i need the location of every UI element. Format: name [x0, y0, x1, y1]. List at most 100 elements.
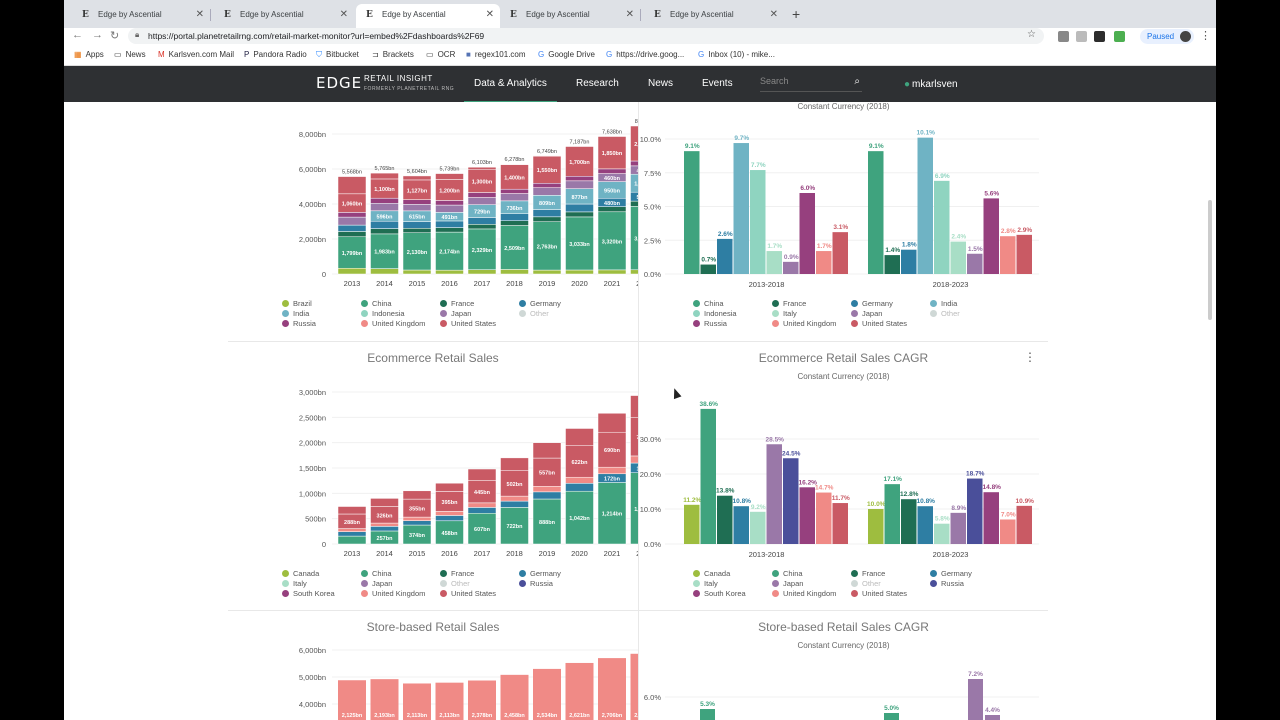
legend-item[interactable]: United Kingdom: [772, 319, 836, 328]
bookmark-ocr[interactable]: ▭ OCR: [426, 50, 456, 59]
bar-segment[interactable]: [630, 462, 639, 473]
bar-segment[interactable]: [402, 175, 432, 181]
bar[interactable]: [500, 674, 529, 720]
bar-segment[interactable]: [500, 495, 529, 502]
close-icon[interactable]: ✕: [339, 9, 348, 20]
bookmark-brackets[interactable]: ⊐ Brackets: [372, 50, 414, 59]
browser-menu-icon[interactable]: ⋮: [1200, 30, 1211, 42]
bar-segment[interactable]: [500, 193, 529, 202]
bar[interactable]: [684, 151, 700, 274]
bar-segment[interactable]: [565, 146, 594, 177]
legend-item[interactable]: Italy: [693, 579, 718, 588]
bar-segment[interactable]: [467, 224, 497, 230]
bar[interactable]: [733, 506, 750, 544]
bar-segment[interactable]: [337, 231, 367, 238]
legend-item[interactable]: South Korea: [693, 589, 746, 598]
bar-segment[interactable]: [597, 168, 627, 174]
bar-segment[interactable]: [435, 482, 464, 492]
bar-segment[interactable]: [532, 209, 562, 218]
bar[interactable]: [533, 668, 561, 720]
legend-item[interactable]: Indonesia: [693, 309, 737, 318]
new-tab-icon[interactable]: +: [792, 6, 801, 22]
bar[interactable]: [435, 682, 464, 720]
bar[interactable]: [468, 680, 496, 720]
bar-segment[interactable]: [565, 180, 594, 189]
bar-segment[interactable]: [597, 269, 627, 275]
bookmark-news[interactable]: ▭ News: [114, 50, 146, 59]
bar-segment[interactable]: [467, 192, 497, 198]
bar[interactable]: [766, 444, 783, 544]
legend-item[interactable]: China: [693, 299, 724, 308]
bar-segment[interactable]: [565, 483, 594, 492]
bar-segment[interactable]: [597, 466, 627, 475]
bar[interactable]: [934, 180, 950, 274]
bar[interactable]: [750, 170, 766, 274]
legend-item[interactable]: China: [361, 569, 392, 578]
bar-segment[interactable]: [532, 486, 562, 493]
bar-segment[interactable]: [337, 531, 367, 537]
bar[interactable]: [950, 512, 967, 544]
bar-segment[interactable]: [500, 500, 529, 508]
extension-green-icon[interactable]: [1114, 31, 1125, 42]
bar-segment[interactable]: [532, 187, 562, 196]
legend-item[interactable]: Indonesia: [361, 309, 405, 318]
bar-segment[interactable]: [565, 176, 594, 182]
legend-item[interactable]: Germany: [519, 569, 561, 578]
browser-tab[interactable]: E Edge by Ascential ✕: [72, 4, 210, 28]
bar-segment[interactable]: [630, 200, 659, 207]
bar-segment[interactable]: [597, 136, 627, 170]
bar-segment[interactable]: [435, 227, 464, 233]
bar-segment[interactable]: [500, 269, 529, 275]
bar-segment[interactable]: [500, 163, 529, 165]
legend-item[interactable]: Russia: [519, 579, 553, 588]
bar-segment[interactable]: [565, 445, 594, 478]
bar-segment[interactable]: [597, 206, 627, 213]
legend-item[interactable]: Germany: [519, 299, 561, 308]
bar[interactable]: [370, 679, 399, 720]
bar-segment[interactable]: [467, 166, 497, 171]
bar[interactable]: [816, 492, 832, 544]
bar[interactable]: [816, 251, 832, 274]
legend-item[interactable]: United States: [440, 319, 496, 328]
legend-item[interactable]: Russia: [930, 579, 964, 588]
bar-segment[interactable]: [370, 172, 399, 180]
bar[interactable]: [1016, 505, 1033, 544]
legend-item[interactable]: Other: [519, 309, 549, 318]
close-icon[interactable]: ✕: [195, 9, 204, 20]
bar-segment[interactable]: [597, 482, 627, 545]
bar-segment[interactable]: [467, 217, 497, 225]
legend-item[interactable]: United Kingdom: [361, 319, 425, 328]
bar[interactable]: [934, 523, 950, 544]
bar-segment[interactable]: [337, 176, 367, 195]
bar-segment[interactable]: [532, 457, 562, 487]
bar-segment[interactable]: [500, 220, 529, 226]
bar-segment[interactable]: [565, 203, 594, 213]
legend-item[interactable]: Canada: [693, 569, 730, 578]
back-icon[interactable]: ←: [72, 29, 83, 41]
bar-segment[interactable]: [435, 173, 464, 180]
bar[interactable]: [700, 264, 717, 274]
bar[interactable]: [832, 503, 849, 544]
site-search-input[interactable]: Search ⌕: [760, 76, 862, 92]
legend-item[interactable]: United States: [440, 589, 496, 598]
bar-segment[interactable]: [402, 490, 432, 500]
bar-segment[interactable]: [500, 164, 529, 190]
bookmark-regex[interactable]: ■ regex101.com: [466, 50, 526, 59]
profile-paused-button[interactable]: Paused: [1140, 29, 1194, 44]
bar-segment[interactable]: [532, 498, 562, 545]
bar[interactable]: [884, 484, 901, 544]
bar-segment[interactable]: [435, 220, 464, 228]
bar-segment[interactable]: [370, 233, 399, 269]
extension-recycle-icon[interactable]: [1058, 31, 1069, 42]
bar-segment[interactable]: [370, 203, 399, 212]
bookmark-apps[interactable]: ▦ Apps: [74, 50, 104, 59]
bar[interactable]: [733, 143, 750, 274]
bar-segment[interactable]: [630, 472, 639, 545]
bar-segment[interactable]: [597, 431, 627, 468]
bar[interactable]: [783, 458, 799, 544]
legend-item[interactable]: Germany: [930, 569, 972, 578]
bar[interactable]: [717, 495, 733, 544]
bar-segment[interactable]: [532, 269, 562, 275]
forward-icon[interactable]: →: [92, 29, 103, 41]
